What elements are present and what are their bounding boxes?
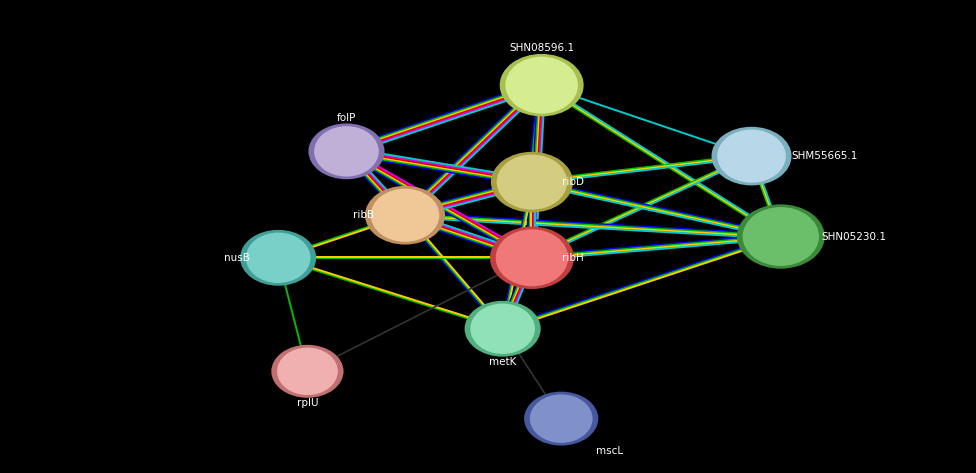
Text: metK: metK [489, 357, 516, 367]
Ellipse shape [716, 129, 787, 184]
Text: nusB: nusB [224, 253, 250, 263]
Text: rplU: rplU [297, 398, 318, 408]
Text: folP: folP [337, 113, 356, 123]
Ellipse shape [742, 206, 820, 267]
Ellipse shape [240, 230, 316, 286]
Ellipse shape [737, 204, 825, 269]
Text: mscL: mscL [596, 446, 624, 456]
Ellipse shape [495, 228, 569, 287]
Ellipse shape [271, 345, 344, 398]
Text: SHN08596.1: SHN08596.1 [509, 44, 574, 53]
Text: ribB: ribB [353, 210, 375, 220]
Ellipse shape [524, 392, 598, 446]
Text: SHM55665.1: SHM55665.1 [792, 151, 858, 161]
Ellipse shape [490, 227, 574, 289]
Ellipse shape [365, 186, 445, 245]
Ellipse shape [469, 303, 536, 355]
Ellipse shape [500, 54, 584, 116]
Ellipse shape [712, 127, 792, 185]
Ellipse shape [308, 123, 385, 179]
Ellipse shape [276, 347, 339, 396]
Ellipse shape [370, 188, 440, 243]
Ellipse shape [491, 152, 573, 212]
Ellipse shape [465, 301, 541, 357]
Ellipse shape [505, 56, 579, 114]
Ellipse shape [529, 394, 593, 444]
Ellipse shape [313, 125, 380, 177]
Text: ribD: ribD [562, 177, 584, 187]
Ellipse shape [496, 154, 568, 210]
Ellipse shape [245, 232, 311, 284]
Text: ribH: ribH [562, 253, 584, 263]
Text: SHN05230.1: SHN05230.1 [822, 231, 886, 242]
